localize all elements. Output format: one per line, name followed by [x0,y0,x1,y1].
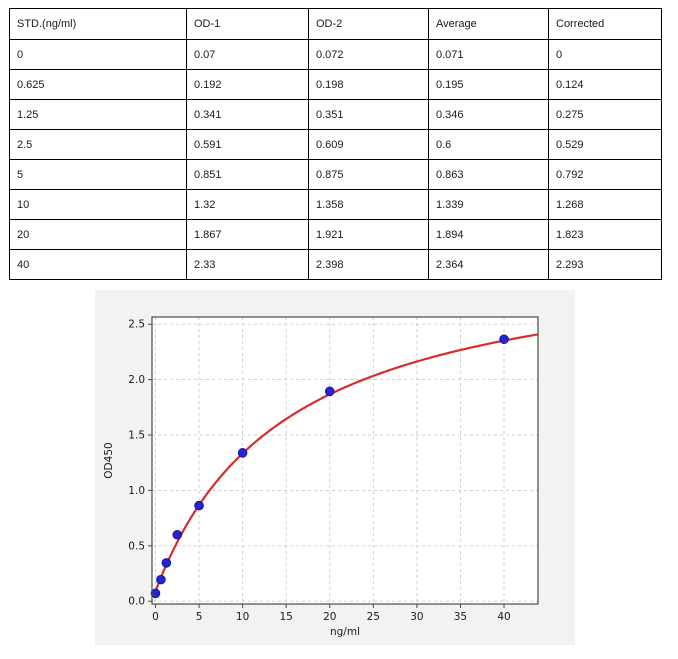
data-point [499,334,509,345]
table-cell: 0.863 [428,159,549,190]
y-tick-label: 0.5 [128,540,145,552]
data-points [150,334,509,599]
table-row: 0.625 0.192 0.198 0.195 0.124 [9,69,662,100]
table-cell: 2.293 [548,249,662,280]
table-cell: 5 [9,159,187,190]
table-row: 20 1.867 1.921 1.894 1.823 [9,219,662,250]
table-cell: 0.591 [186,129,309,160]
table-cell: 10 [9,189,187,220]
table-cell: 0.6 [428,129,549,160]
data-point [161,558,172,568]
table-cell: 0.792 [548,159,662,190]
table-cell: 1.867 [186,219,309,250]
table-cell: 2.364 [428,249,549,280]
x-axis: 0 5 10 15 20 25 30 35 40 [152,604,511,623]
x-tick-label: 35 [454,611,467,623]
table-cell: 40 [9,249,187,280]
standards-table: STD.(ng/ml) OD-1 OD-2 Average Corrected 0 0.0… [9,8,662,280]
table-row: 2.5 0.591 0.609 0.6 0.529 [9,129,662,160]
table-cell: 0.529 [548,129,662,160]
x-tick-label: 0 [152,611,159,623]
table-cell: 0.124 [548,69,662,100]
table-cell: 0.875 [308,159,429,190]
table-cell: 20 [9,219,187,250]
table-header-row: STD.(ng/ml) OD-1 OD-2 Average Corrected [9,8,662,40]
fit-curve [154,333,539,593]
table-cell: 1.823 [548,219,662,250]
table-cell: 0.192 [186,69,309,100]
table-cell: 0.071 [428,39,549,70]
standard-curve-svg: 0 5 10 15 20 25 30 35 40 0.0 0.5 1.0 1.5 2.0 2.5 ng/ml O… [103,316,539,638]
column-header: OD-1 [186,8,309,40]
table-cell: 1.358 [308,189,429,220]
y-tick-label: 2.5 [128,319,145,331]
x-tick-label: 15 [279,611,292,623]
table-row: 5 0.851 0.875 0.863 0.792 [9,159,662,190]
x-tick-label: 40 [497,611,510,623]
column-header: STD.(ng/ml) [9,8,187,40]
column-header: Average [428,8,549,40]
table-cell: 1.339 [428,189,549,220]
table-cell: 0.195 [428,69,549,100]
x-axis-label: ng/ml [330,626,360,638]
x-tick-label: 25 [367,611,380,623]
table-cell: 2.5 [9,129,187,160]
plot-frame [151,316,539,605]
table-cell: 0.351 [308,99,429,130]
table-cell: 2.398 [308,249,429,280]
data-point [324,386,335,397]
table-cell: 0.346 [428,99,549,130]
column-header: OD-2 [308,8,429,40]
table-cell: 2.33 [186,249,309,280]
y-tick-label: 1.5 [128,430,145,442]
table-cell: 0.625 [9,69,187,100]
table-cell: 1.268 [548,189,662,220]
y-axis-label: OD450 [103,442,115,478]
y-axis: 0.0 0.5 1.0 1.5 2.0 2.5 [128,319,152,608]
y-tick-label: 2.0 [128,374,145,386]
table-cell: 0 [548,39,662,70]
table-cell: 1.25 [9,99,187,130]
table-row: 40 2.33 2.398 2.364 2.293 [9,249,662,280]
table-cell: 0.851 [186,159,309,190]
x-tick-label: 5 [196,611,203,623]
table-row: 0 0.07 0.072 0.071 0 [9,39,662,70]
table-cell: 0 [9,39,187,70]
table-row: 10 1.32 1.358 1.339 1.268 [9,189,662,220]
table-cell: 0.198 [308,69,429,100]
table-cell: 0.07 [186,39,309,70]
x-tick-label: 10 [236,611,249,623]
data-point [150,588,161,599]
x-tick-label: 20 [323,611,336,623]
gridlines [152,317,538,604]
column-header: Corrected [548,8,662,40]
y-tick-label: 0.0 [128,596,145,608]
table-cell: 0.341 [186,99,309,130]
table-cell: 0.072 [308,39,429,70]
data-point [156,574,166,585]
table-cell: 1.894 [428,219,549,250]
standard-curve-chart: 0 5 10 15 20 25 30 35 40 0.0 0.5 1.0 1.5 2.0 2.5 ng/ml O… [95,290,575,645]
plot-area [152,317,538,604]
table-row: 1.25 0.341 0.351 0.346 0.275 [9,99,662,130]
table-cell: 0.275 [548,99,662,130]
table-cell: 1.921 [308,219,429,250]
data-point [194,500,204,511]
y-tick-label: 1.0 [128,485,145,497]
data-point [237,448,248,458]
data-point [172,529,183,540]
x-tick-label: 30 [410,611,423,623]
table-cell: 0.609 [308,129,429,160]
table-cell: 1.32 [186,189,309,220]
